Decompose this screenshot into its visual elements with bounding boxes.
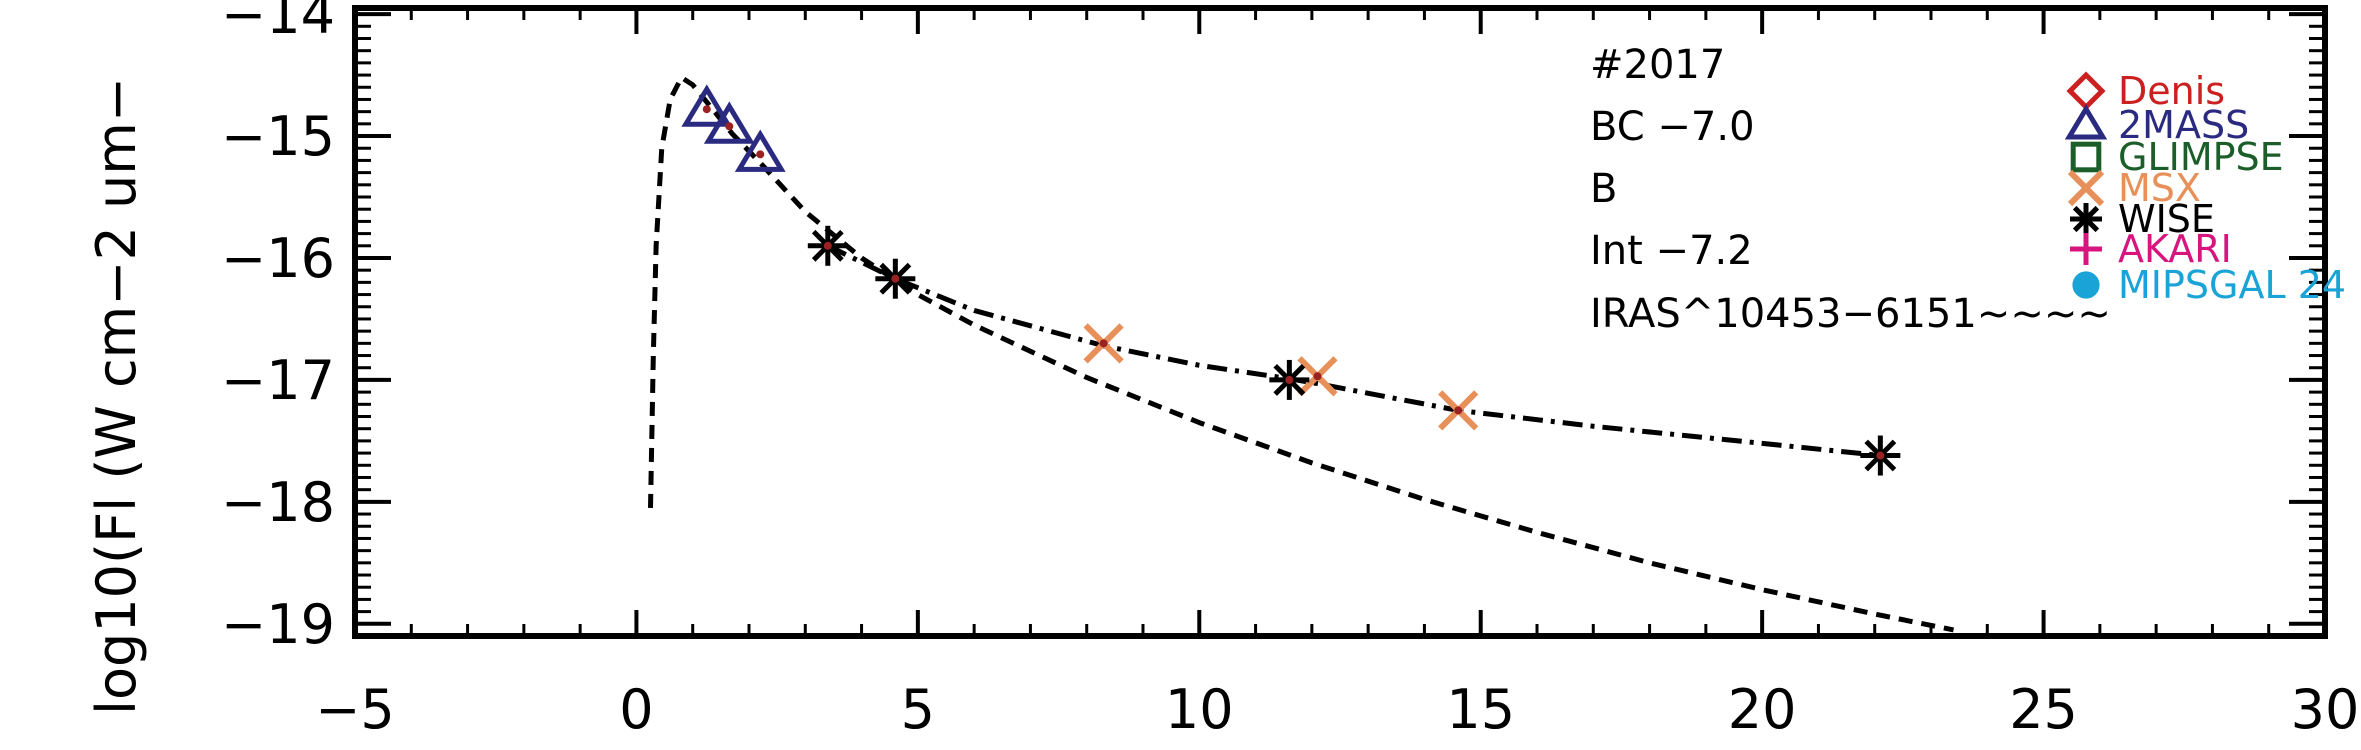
dot-marker-shape [2072,271,2100,299]
legend-marker [2070,233,2102,265]
legend-marker [2067,169,2105,207]
legend-item: MIPSGAL 24 [2072,263,2346,307]
annotation-block: #2017 BC −7.0 B Int −7.2 IRAS^10453−6151~~~~ [1590,42,2111,337]
y-axis-label: log10(Fl (W cm−2 um− [85,76,148,715]
plot-axes: −5 0 5 10 15 20 25 30 −19 −18 −17 −16 −15 −14 [221,0,2359,741]
legend-marker [2066,71,2106,111]
point-center-dot [702,105,711,114]
diamond-marker-shape [2066,71,2106,111]
x-tick-label: 25 [2009,678,2078,741]
data-point-wise [807,225,848,266]
point-center-dot [1876,451,1885,460]
data-point-2mass [681,84,733,127]
legend-item: GLIMPSE [2070,135,2284,179]
y-axis-label-text: log10(Fl (W cm−2 um− [85,76,148,715]
x-tick-label: 15 [1446,678,1515,741]
model-curves [648,75,1955,633]
legend-label: GLIMPSE [2118,135,2284,179]
x-marker-stroke [2067,169,2105,207]
triangle-marker-shape [734,129,786,172]
y-tick-label: −15 [221,105,335,168]
legend-marker [2064,104,2108,140]
asterisk-marker-stroke [2072,205,2100,233]
legend-item: WISE [2070,197,2215,241]
data-point-2mass [734,129,786,172]
y-tick-label: −18 [221,471,335,534]
annotation-line: #2017 [1590,42,1725,88]
x-tick-label: −5 [315,678,395,741]
data-point-wise [1860,435,1901,476]
y-tick-label: −17 [221,349,335,412]
point-center-dot [1454,406,1463,415]
point-center-dot [756,150,765,159]
legend-label: 2MASS [2118,103,2249,147]
y-tick-label: −16 [221,227,335,290]
annotation-line: B [1590,166,1617,212]
legend-marker [2070,203,2102,235]
legend-marker [2072,271,2100,299]
fit-curve-dashdot [826,243,1881,459]
legend-label: Denis [2118,69,2225,113]
point-center-dot [1285,375,1294,384]
y-tick-label: −19 [221,593,335,656]
point-center-dot [891,274,900,283]
data-point-2mass [703,101,755,144]
point-center-dot [823,241,832,250]
legend-item: Denis [2066,69,2225,113]
annotation-line: IRAS^10453−6151~~~~ [1590,291,2111,337]
point-center-dot [1313,372,1322,381]
plot-frame [352,5,2328,639]
triangle-marker-shape [703,101,755,144]
triangle-marker-shape [2064,104,2108,140]
legend-item: AKARI [2070,227,2232,271]
data-point-msx [1438,390,1479,431]
y-tick-label: −14 [221,0,335,46]
annotation-line: BC −7.0 [1590,104,1755,150]
legend-label: WISE [2118,197,2215,241]
x-tick-label: 20 [1728,678,1797,741]
x-tick-label: 5 [901,678,935,741]
data-point-msx [1297,356,1338,397]
legend-label: MSX [2118,166,2201,210]
data-point-wise [1269,359,1310,400]
x-tick-label: 0 [619,678,653,741]
legend-label: AKARI [2118,227,2232,271]
annotation-line: Int −7.2 [1590,228,1753,274]
point-center-dot [725,122,734,131]
legend-label: MIPSGAL 24 [2118,263,2346,307]
legend-item: 2MASS [2064,103,2249,147]
legend-item: MSX [2067,166,2201,210]
x-tick-label: 30 [2291,678,2360,741]
point-center-dot [1099,339,1108,348]
photometry-points [681,84,1901,476]
x-tick-label: 10 [1165,678,1234,741]
data-point-wise [875,258,916,299]
legend-marker [2070,141,2102,173]
data-point-msx [1083,323,1124,364]
square-marker-shape [2070,141,2102,173]
model-curve-dashed [648,75,1955,633]
triangle-marker-shape [681,84,733,127]
